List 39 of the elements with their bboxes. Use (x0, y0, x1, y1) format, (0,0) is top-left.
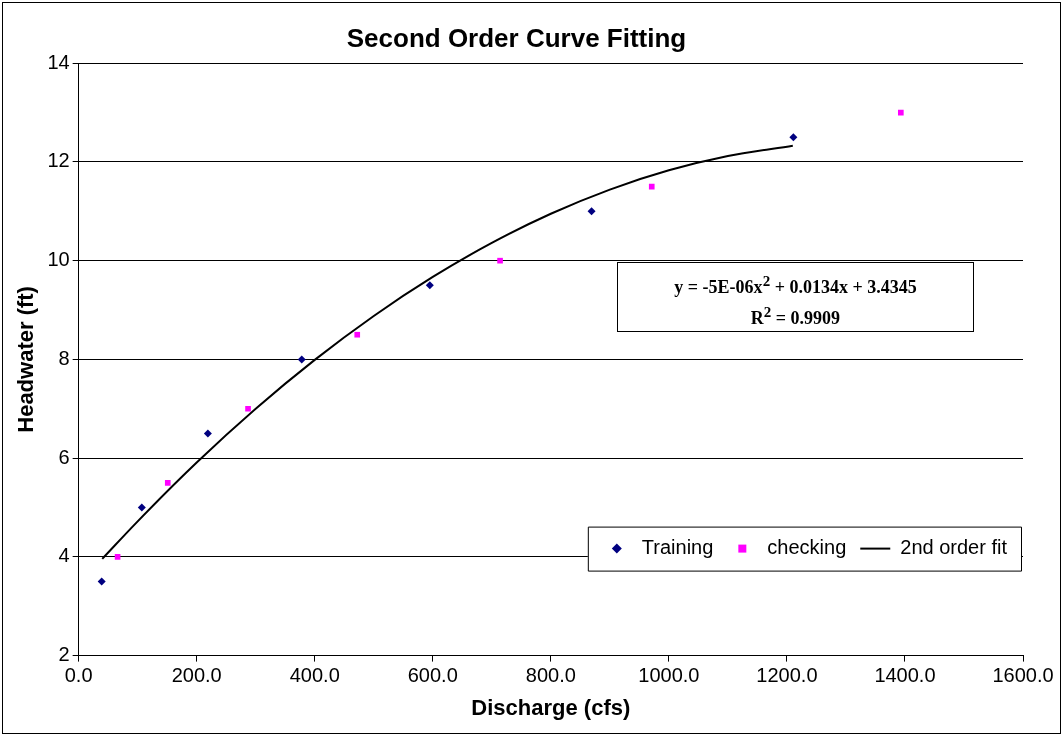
equation-box: y = -5E-06x$^{2}$ + 0.0134x + 3.4345 R$^{2}$ = 0.9909 (617, 262, 974, 332)
y-tick-label: 12 (47, 149, 70, 172)
point (425, 281, 434, 290)
legend-label: Training (641, 536, 714, 559)
point (164, 479, 171, 486)
point (245, 405, 251, 412)
x-tick-label: 1000.0 (638, 664, 700, 687)
x-tick-label: 1200.0 (756, 664, 818, 687)
point (97, 577, 106, 586)
point (203, 429, 212, 438)
point (354, 331, 361, 338)
x-tick-label: 1600.0 (992, 664, 1054, 687)
legend-label: checking (767, 536, 847, 559)
y-tick-label: 14 (47, 50, 70, 73)
y-axis-title: Headwater (ft) (13, 286, 39, 433)
point (497, 257, 503, 264)
x-tick-label: 200.0 (171, 664, 222, 687)
legend-label: 2nd order fit (900, 536, 1008, 559)
x-tick-label: 800.0 (525, 664, 576, 687)
point (648, 183, 655, 190)
annotation: R$^{2}$ = 0.9909 (749, 303, 842, 330)
y-tick-label: 4 (58, 544, 70, 567)
point (789, 133, 798, 142)
y-tick-label: 6 (58, 445, 70, 468)
x-tick-label: 1400.0 (874, 664, 936, 687)
x-tick-label: 0.0 (64, 664, 93, 687)
point (898, 109, 904, 116)
x-tick-label: 600.0 (407, 664, 458, 687)
x-axis-title: Discharge (cfs) (471, 694, 631, 720)
point (137, 503, 146, 512)
x-tick-label: 400.0 (289, 664, 340, 687)
chart-title: Second Order Curve Fitting (346, 22, 687, 53)
y-tick-label: 8 (58, 346, 70, 369)
point (297, 355, 306, 364)
y-tick-label: 10 (47, 248, 70, 271)
annotation: y = -5E-06x$^{2}$ + 0.0134x + 3.4345 (673, 272, 918, 299)
y-tick-label: 2 (58, 643, 70, 666)
point (114, 554, 121, 560)
point (587, 207, 596, 216)
